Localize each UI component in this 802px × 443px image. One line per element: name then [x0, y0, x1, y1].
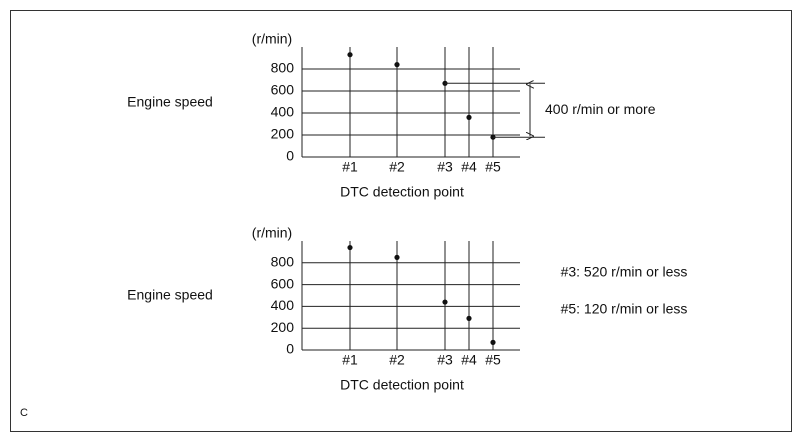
- y-tick-label: 800: [271, 60, 295, 76]
- point: [466, 315, 472, 321]
- row-label: Engine speed: [127, 94, 213, 110]
- annotation: #3: 520 r/min or less: [561, 264, 688, 280]
- ylabel: (r/min): [252, 31, 292, 47]
- y-tick-label: 400: [271, 297, 295, 313]
- row-label: Engine speed: [127, 287, 213, 303]
- corner-label: C: [20, 407, 28, 419]
- point: [466, 114, 472, 120]
- ylabel: (r/min): [252, 225, 292, 241]
- point: [394, 254, 400, 260]
- frame: [10, 10, 792, 432]
- y-tick-label: 0: [286, 148, 294, 164]
- y-tick-label: 200: [271, 126, 295, 142]
- x-tick-label: #1: [342, 159, 358, 175]
- point: [347, 52, 353, 58]
- y-tick-label: 200: [271, 319, 295, 335]
- annotation: 400 r/min or more: [545, 101, 656, 117]
- x-tick-label: #4: [461, 159, 477, 175]
- annotation: #5: 120 r/min or less: [561, 301, 688, 317]
- point: [442, 299, 448, 305]
- x-tick-label: #2: [389, 159, 405, 175]
- x-tick-label: #3: [437, 352, 453, 368]
- x-tick-label: #3: [437, 159, 453, 175]
- xlabel: DTC detection point: [340, 377, 464, 393]
- x-tick-label: #5: [485, 352, 501, 368]
- y-tick-label: 600: [271, 275, 295, 291]
- xlabel: DTC detection point: [340, 184, 464, 200]
- point: [490, 339, 496, 345]
- y-tick-label: 800: [271, 254, 295, 270]
- x-tick-label: #5: [485, 159, 501, 175]
- x-tick-label: #2: [389, 352, 405, 368]
- y-tick-label: 0: [286, 341, 294, 357]
- point: [394, 62, 400, 68]
- x-tick-label: #4: [461, 352, 477, 368]
- y-tick-label: 600: [271, 82, 295, 98]
- y-tick-label: 400: [271, 104, 295, 120]
- x-tick-label: #1: [342, 352, 358, 368]
- point: [347, 244, 353, 251]
